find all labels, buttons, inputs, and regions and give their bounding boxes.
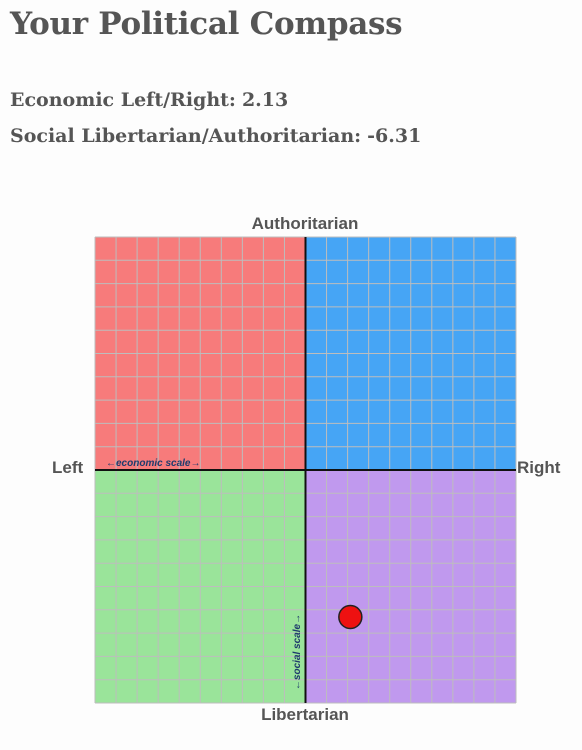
result-point: [338, 604, 363, 630]
social-score-value: -6.31: [367, 125, 422, 147]
economic-scale-label: ←economic scale→: [106, 458, 200, 469]
economic-score: Economic Left/Right: 2.13: [10, 89, 288, 111]
axis-label-top: Authoritarian: [252, 214, 359, 233]
economic-score-label: Economic Left/Right:: [10, 89, 236, 111]
axis-label-bottom: Libertarian: [261, 705, 349, 724]
page-title: Your Political Compass: [10, 6, 403, 42]
axis-label-left: Left: [52, 458, 84, 477]
axis-label-right: Right: [517, 458, 561, 477]
economic-score-value: 2.13: [241, 89, 289, 111]
social-score: Social Libertarian/Authoritarian: -6.31: [10, 125, 421, 147]
social-score-label: Social Libertarian/Authoritarian:: [10, 125, 362, 147]
social-scale-label: ←social scale→: [292, 614, 303, 690]
